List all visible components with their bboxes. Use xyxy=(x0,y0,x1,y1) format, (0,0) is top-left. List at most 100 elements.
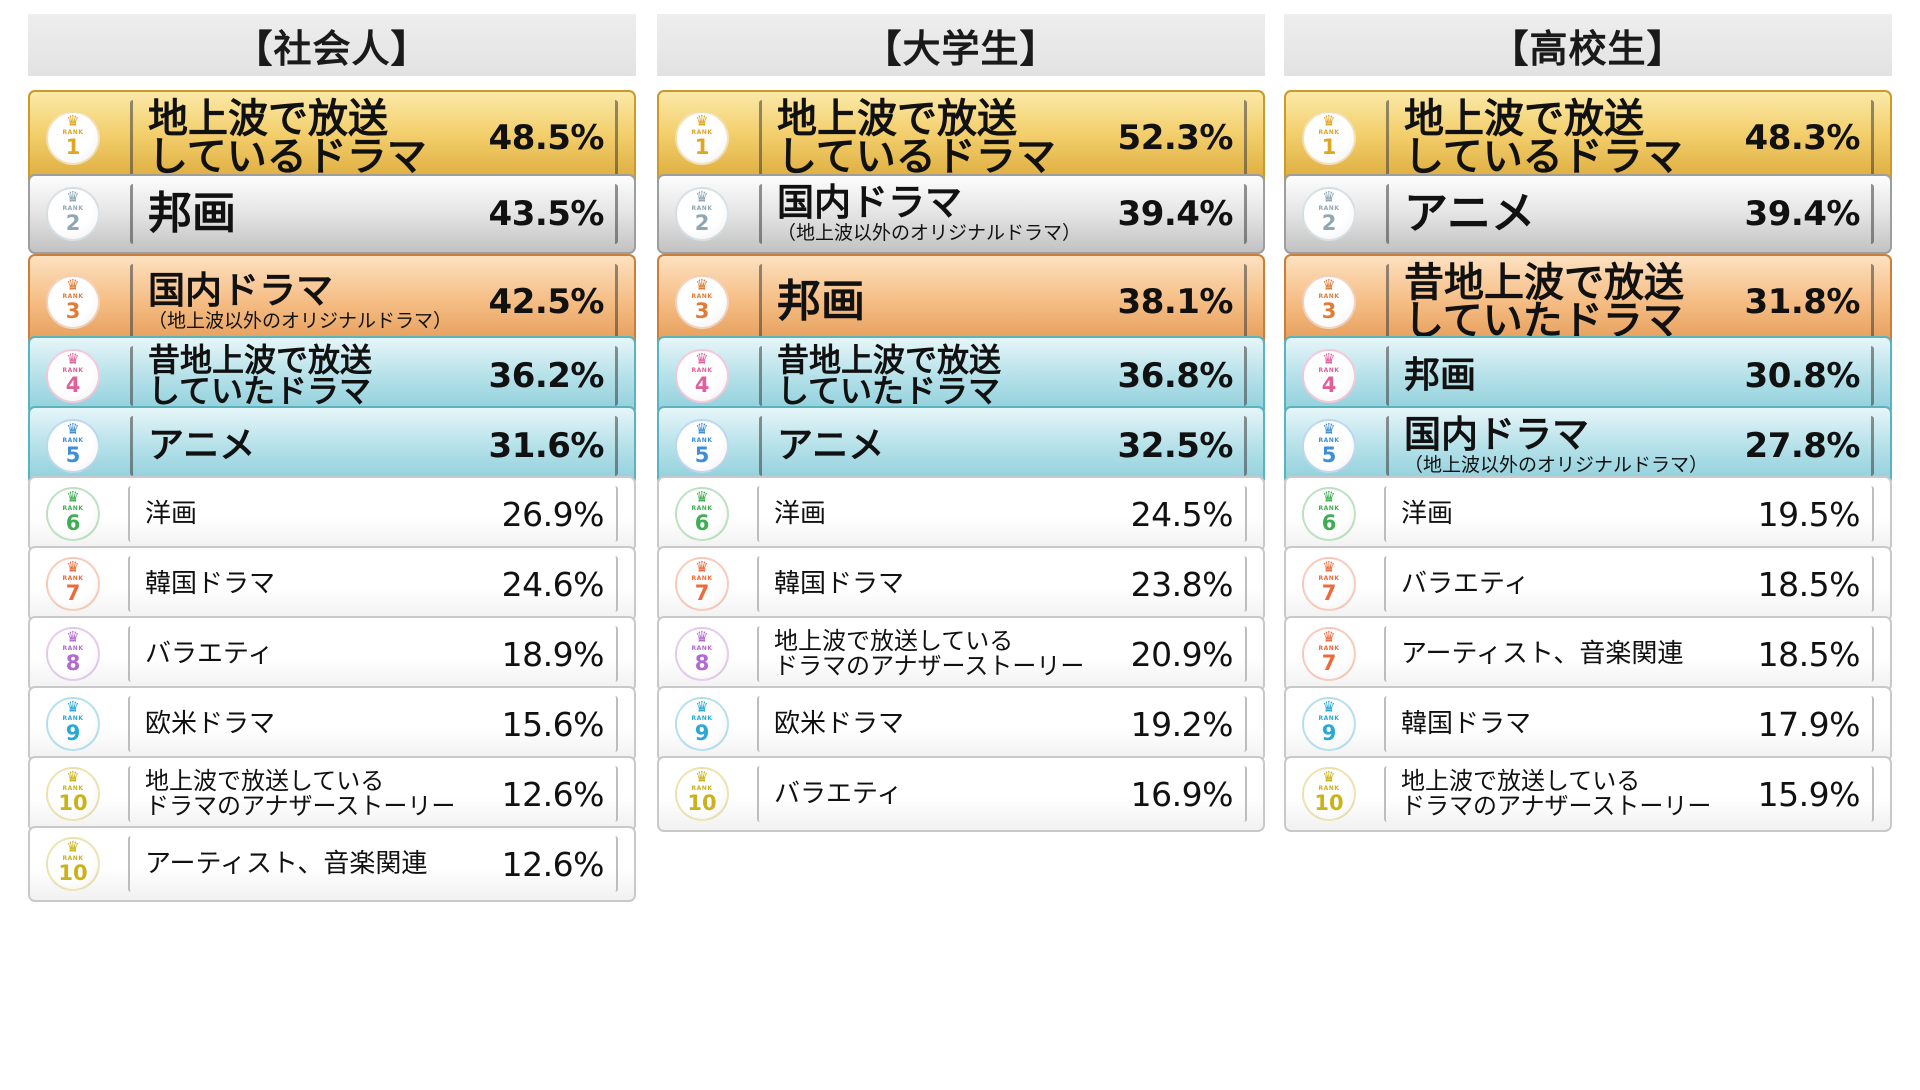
row-label-line2: ドラマのアナザーストーリー xyxy=(1401,792,1712,820)
row-label-line2: （地上波以外のオリジナルドラマ） xyxy=(148,310,453,332)
row-label: アニメ xyxy=(1404,176,1750,252)
row-percentage: 38.1% xyxy=(1117,282,1234,322)
crown-icon: ♛ xyxy=(66,420,80,438)
rank-number: 9 xyxy=(65,721,81,745)
row-label-line1: 欧米ドラマ xyxy=(774,709,905,739)
rank-number: 10 xyxy=(687,791,717,815)
crown-icon: ♛ xyxy=(1322,558,1336,576)
row-label-line1: 邦画 xyxy=(1404,355,1477,396)
rank-row: ♛ RANK 2 アニメ 39.4% xyxy=(1284,174,1892,254)
row-frame xyxy=(759,416,1247,476)
rank-row: ♛ RANK 4 昔地上波で放送 していたドラマ 36.8% xyxy=(657,336,1265,416)
row-label: 昔地上波で放送 していたドラマ xyxy=(148,338,494,414)
row-label: アニメ xyxy=(777,408,1123,484)
column-shakaijin: 【社会人】 ♛ RANK 1 地上波で放送 しているドラマ 48.5% ♛ RANK 2 邦画 43… xyxy=(28,14,636,902)
row-percentage: 31.6% xyxy=(488,426,605,466)
row-percentage: 19.2% xyxy=(1130,704,1234,744)
rank-text: RANK xyxy=(62,367,84,374)
rank-medal-icon: ♛ RANK 2 xyxy=(1302,187,1356,241)
rank-medal-icon: ♛ RANK 8 xyxy=(46,627,100,681)
rank-row: ♛ RANK 6 洋画 26.9% xyxy=(28,476,636,552)
column-header: 【高校生】 xyxy=(1284,14,1892,76)
rank-row: ♛ RANK 3 邦画 38.1% xyxy=(657,254,1265,350)
crown-icon: ♛ xyxy=(695,420,709,438)
row-label-line1: 邦画 xyxy=(148,188,236,239)
row-frame xyxy=(759,184,1247,244)
row-percentage: 30.8% xyxy=(1744,356,1861,396)
row-label: 洋画 xyxy=(145,478,494,550)
rank-number: 1 xyxy=(694,135,710,159)
row-label-line1: 地上波で放送 xyxy=(148,96,388,142)
row-percentage: 36.8% xyxy=(1117,356,1234,396)
rank-medal-icon: ♛ RANK 7 xyxy=(675,557,729,611)
row-label-line2: （地上波以外のオリジナルドラマ） xyxy=(1404,454,1709,476)
rank-medal-icon: ♛ RANK 10 xyxy=(675,767,729,821)
crown-icon: ♛ xyxy=(695,488,709,506)
rank-number: 6 xyxy=(694,511,710,535)
rank-number: 9 xyxy=(1321,721,1337,745)
row-label: 国内ドラマ （地上波以外のオリジナルドラマ） xyxy=(148,256,494,348)
row-frame xyxy=(128,486,618,542)
row-percentage: 52.3% xyxy=(1117,118,1234,158)
rank-number: 10 xyxy=(1314,791,1344,815)
row-label-line2: （地上波以外のオリジナルドラマ） xyxy=(777,222,1082,244)
row-percentage: 24.5% xyxy=(1130,494,1234,534)
rank-medal-icon: ♛ RANK 6 xyxy=(46,487,100,541)
row-label-line1: 昔地上波で放送 xyxy=(777,341,1002,379)
rank-row: ♛ RANK 1 地上波で放送 しているドラマ 48.5% xyxy=(28,90,636,186)
row-label-line1: アニメ xyxy=(148,425,256,466)
row-frame xyxy=(130,264,618,340)
rank-text: RANK xyxy=(62,205,84,212)
row-label-line1: 韓国ドラマ xyxy=(145,569,276,599)
rank-row: ♛ RANK 5 アニメ 31.6% xyxy=(28,406,636,486)
rank-medal-icon: ♛ RANK 9 xyxy=(675,697,729,751)
rank-number: 7 xyxy=(1321,581,1337,605)
row-frame xyxy=(128,696,618,752)
row-label-line2: ドラマのアナザーストーリー xyxy=(145,792,456,820)
row-percentage: 12.6% xyxy=(501,844,605,884)
crown-icon: ♛ xyxy=(1322,420,1336,438)
rank-row: ♛ RANK 10 アーティスト、音楽関連 12.6% xyxy=(28,826,636,902)
rank-medal-icon: ♛ RANK 10 xyxy=(46,767,100,821)
row-percentage: 19.5% xyxy=(1757,494,1861,534)
rank-medal-icon: ♛ RANK 6 xyxy=(675,487,729,541)
crown-icon: ♛ xyxy=(1322,188,1336,206)
row-label-line1: 国内ドラマ xyxy=(777,181,962,224)
row-label: 韓国ドラマ xyxy=(1401,688,1750,760)
rank-text: RANK xyxy=(62,855,84,862)
rank-text: RANK xyxy=(1318,575,1340,582)
row-label-line1: 昔地上波で放送 xyxy=(1404,260,1684,306)
rank-medal-icon: ♛ RANK 6 xyxy=(1302,487,1356,541)
row-label: 洋画 xyxy=(1401,478,1750,550)
rank-row: ♛ RANK 9 韓国ドラマ 17.9% xyxy=(1284,686,1892,762)
crown-icon: ♛ xyxy=(66,188,80,206)
row-frame xyxy=(757,556,1247,612)
crown-icon: ♛ xyxy=(66,276,80,294)
crown-icon: ♛ xyxy=(695,628,709,646)
row-percentage: 31.8% xyxy=(1744,282,1861,322)
row-percentage: 48.3% xyxy=(1744,118,1861,158)
row-frame xyxy=(130,346,618,406)
row-label: 地上波で放送 しているドラマ xyxy=(1404,92,1750,184)
row-percentage: 39.4% xyxy=(1744,194,1861,234)
row-label: 邦画 xyxy=(148,176,494,252)
crown-icon: ♛ xyxy=(66,112,80,130)
rank-number: 10 xyxy=(58,791,88,815)
rank-text: RANK xyxy=(62,645,84,652)
crown-icon: ♛ xyxy=(695,276,709,294)
row-percentage: 15.6% xyxy=(501,704,605,744)
rank-text: RANK xyxy=(691,715,713,722)
row-percentage: 27.8% xyxy=(1744,426,1861,466)
row-label: 地上波で放送 しているドラマ xyxy=(777,92,1123,184)
rank-number: 3 xyxy=(65,299,81,323)
row-label-line1: 邦画 xyxy=(777,276,865,327)
rank-row: ♛ RANK 2 邦画 43.5% xyxy=(28,174,636,254)
rank-number: 4 xyxy=(694,373,710,397)
row-frame xyxy=(757,626,1247,682)
crown-icon: ♛ xyxy=(66,350,80,368)
row-percentage: 16.9% xyxy=(1130,774,1234,814)
row-frame xyxy=(757,486,1247,542)
rank-row: ♛ RANK 4 昔地上波で放送 していたドラマ 36.2% xyxy=(28,336,636,416)
row-label-line1: 地上波で放送している xyxy=(145,767,385,795)
rank-text: RANK xyxy=(691,367,713,374)
